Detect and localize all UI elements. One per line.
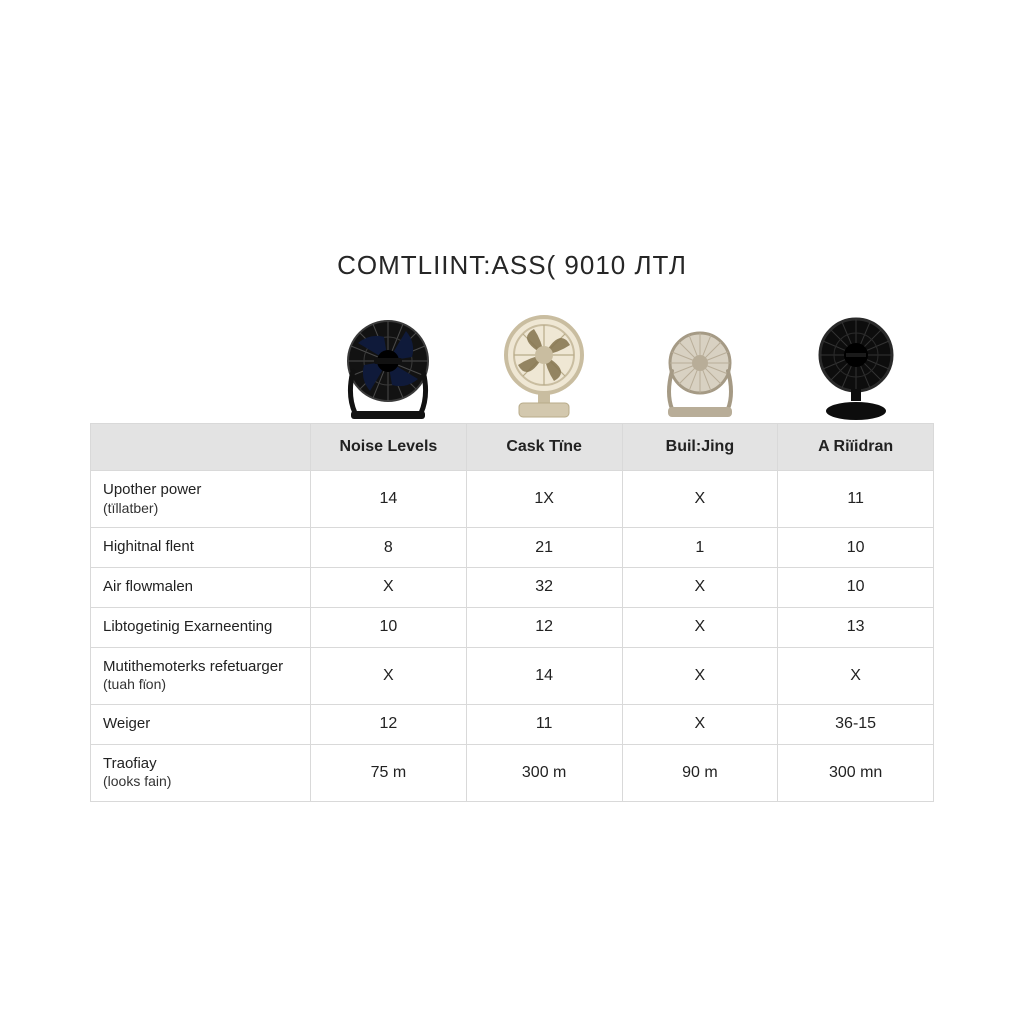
- row-label: Mutithemoterks refetuarger: [103, 658, 283, 675]
- table-row: Highitnal flent 8 21 1 10: [91, 528, 934, 568]
- cell: X: [622, 704, 778, 744]
- fan-icon: [652, 323, 748, 423]
- product-image: [622, 303, 778, 423]
- cell: X: [311, 647, 467, 704]
- cell: 11: [778, 471, 934, 528]
- table-row: Mutithemoterks refetuarger (tuah fϊon) X…: [91, 647, 934, 704]
- cell: 10: [778, 568, 934, 608]
- cell: X: [622, 568, 778, 608]
- table-row: Libtogetinig Exarneenting 10 12 X 13: [91, 607, 934, 647]
- row-label: Libtogetinig Exarneenting: [103, 618, 272, 635]
- column-header: A Riïidran: [778, 424, 934, 471]
- table-row: Air flowmalen X 32 X 10: [91, 568, 934, 608]
- table-row: Weiger 12 11 X 36‑15: [91, 704, 934, 744]
- product-image-row: [90, 303, 934, 423]
- cell: X: [622, 607, 778, 647]
- row-sublabel: (tïllatber): [103, 500, 298, 518]
- header-blank: [91, 424, 311, 471]
- cell: 300 m: [466, 744, 622, 801]
- table-row: Traofiay (looks fain) 75 m 300 m 90 m 30…: [91, 744, 934, 801]
- product-row-spacer: [90, 303, 310, 423]
- cell: X: [622, 647, 778, 704]
- cell: X: [311, 568, 467, 608]
- product-image: [310, 303, 466, 423]
- product-image: [466, 303, 622, 423]
- row-sublabel: (tuah fϊon): [103, 676, 298, 694]
- row-header: Air flowmalen: [91, 568, 311, 608]
- cell: 12: [466, 607, 622, 647]
- cell: 12: [311, 704, 467, 744]
- cell: 90 m: [622, 744, 778, 801]
- cell: 21: [466, 528, 622, 568]
- cell: 32: [466, 568, 622, 608]
- cell: X: [778, 647, 934, 704]
- cell: 8: [311, 528, 467, 568]
- fan-icon: [333, 313, 443, 423]
- cell: 36‑15: [778, 704, 934, 744]
- row-header: Mutithemoterks refetuarger (tuah fϊon): [91, 647, 311, 704]
- cell: 10: [311, 607, 467, 647]
- cell: 1: [622, 528, 778, 568]
- row-header: Libtogetinig Exarneenting: [91, 607, 311, 647]
- table-header-row: Noise Levels Cask Tïne Buil:Jing A Riïid…: [91, 424, 934, 471]
- cell: 13: [778, 607, 934, 647]
- row-header: Weiger: [91, 704, 311, 744]
- cell: 1X: [466, 471, 622, 528]
- table-row: Upother power (tïllatber) 14 1X X 11: [91, 471, 934, 528]
- cell: X: [622, 471, 778, 528]
- row-label: Weiger: [103, 715, 150, 732]
- cell: 11: [466, 704, 622, 744]
- row-sublabel: (looks fain): [103, 773, 298, 791]
- page-title: COMTLIINT:ASS( 9010 ЛТЛ: [90, 250, 934, 281]
- row-header: Highitnal flent: [91, 528, 311, 568]
- row-label: Traofiay: [103, 755, 157, 772]
- cell: 75 m: [311, 744, 467, 801]
- product-image: [778, 303, 934, 423]
- cell: 300 mn: [778, 744, 934, 801]
- comparison-table: Noise Levels Cask Tïne Buil:Jing A Riïid…: [90, 423, 934, 802]
- column-header: Buil:Jing: [622, 424, 778, 471]
- row-label: Air flowmalen: [103, 578, 193, 595]
- fan-icon: [804, 313, 908, 423]
- fan-icon: [489, 313, 599, 423]
- cell: 10: [778, 528, 934, 568]
- row-header: Traofiay (looks fain): [91, 744, 311, 801]
- cell: 14: [311, 471, 467, 528]
- column-header: Noise Levels: [311, 424, 467, 471]
- row-label: Highitnal flent: [103, 538, 194, 555]
- cell: 14: [466, 647, 622, 704]
- column-header: Cask Tïne: [466, 424, 622, 471]
- row-label: Upother power: [103, 481, 201, 498]
- row-header: Upother power (tïllatber): [91, 471, 311, 528]
